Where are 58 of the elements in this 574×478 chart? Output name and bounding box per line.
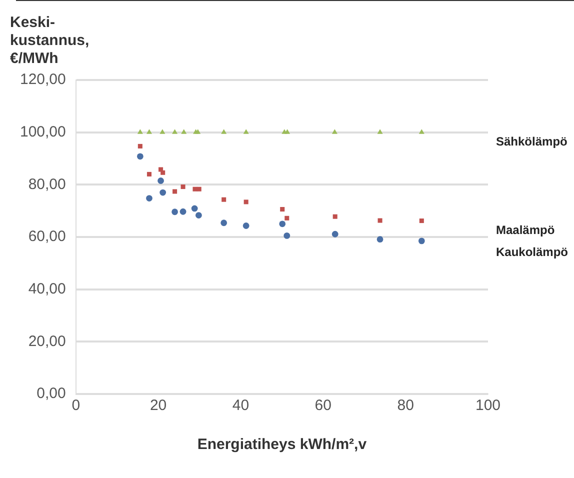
point [196,186,202,192]
point [284,232,290,239]
point [243,129,249,134]
text: Maalämpö [496,223,555,238]
text: Kaukolämpö [496,245,568,260]
point [180,184,186,190]
point [419,218,424,224]
x-tick-label: 60 [314,397,332,414]
point [136,153,144,160]
point [195,212,202,218]
point [138,144,142,148]
point [158,178,164,184]
x-tick-label: 40 [232,397,250,414]
point [146,195,152,202]
point [146,172,152,176]
point [244,200,248,204]
point [418,129,424,134]
x-tick-label: 100 [475,397,501,414]
point [160,189,166,196]
point [181,129,187,134]
y-tick-label: 100,00 [20,123,66,140]
y-tick-label: 80,00 [28,176,66,193]
text: Sähkölämpö [496,134,568,149]
point [146,129,152,134]
point [377,129,383,134]
point [137,129,143,134]
point [220,220,228,226]
point [221,129,227,134]
point [332,129,338,134]
point [376,236,384,243]
point [279,220,286,228]
y-tick-label: 20,00 [28,332,66,350]
point [172,189,178,194]
y-tick-label: 120,00 [20,71,66,88]
point [192,186,198,192]
y-tick-label: 0,00 [36,385,66,402]
point [332,230,338,238]
point [418,238,425,244]
point [242,222,250,229]
point [332,214,338,219]
point [172,208,178,216]
point [284,216,290,220]
y-axis-title: Keski- kustannus, €/MWh [10,14,90,68]
point [222,197,226,202]
x-tick-label: 20 [150,397,167,414]
y-tick-label: 60,00 [28,228,66,246]
point [160,129,166,134]
x-tick-label: 0 [72,397,80,414]
y-tick-label: 40,00 [28,280,66,298]
point [160,170,166,175]
x-axis-title: Energiatiheys kWh/m²,v [197,436,368,454]
point [280,207,285,212]
point [172,129,178,134]
point [180,208,186,215]
x-tick-label: 80 [397,397,414,414]
point [284,129,290,134]
point [191,205,198,212]
point [378,218,382,223]
